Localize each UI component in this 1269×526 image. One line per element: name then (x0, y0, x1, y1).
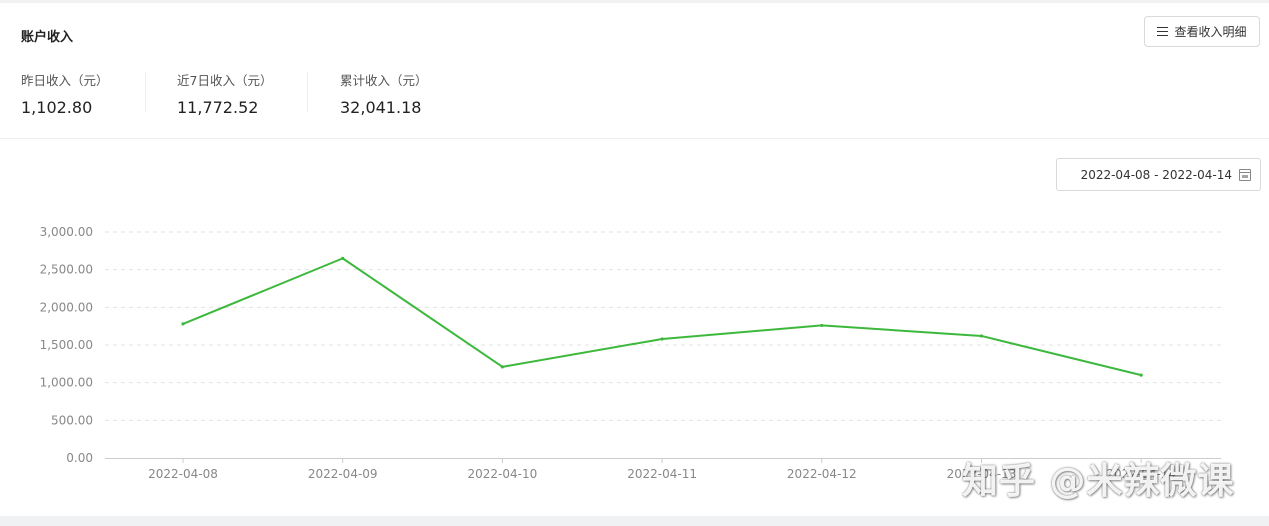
stat-total-value: 32,041.18 (340, 98, 422, 117)
data-point (500, 365, 504, 369)
y-tick-label: 3,000.00 (40, 225, 93, 239)
data-point (181, 322, 185, 326)
stat-last-7-days-label: 近7日收入（元） (177, 73, 273, 88)
calendar-icon (1239, 168, 1251, 181)
stat-total-label: 累计收入（元） (340, 73, 428, 88)
stat-divider (307, 72, 308, 112)
y-tick-label: 1,500.00 (40, 338, 93, 352)
y-tick-label: 1,000.00 (40, 376, 93, 390)
income-card (0, 3, 1269, 516)
view-income-detail-button[interactable]: 查看收入明细 (1144, 16, 1260, 47)
view-income-detail-label: 查看收入明细 (1174, 25, 1247, 39)
stat-total: 累计收入（元） 32,041.18 (340, 70, 428, 117)
x-tick-label: 2022-04-11 (627, 467, 697, 481)
stat-last-7-days-value: 11,772.52 (177, 98, 259, 117)
list-icon (1157, 26, 1169, 37)
data-point (820, 323, 824, 328)
stat-last-7-days: 近7日收入（元） 11,772.52 (177, 70, 272, 117)
x-tick-label: 2022-04-08 (148, 467, 218, 481)
date-range-picker[interactable]: 2022-04-08 - 2022-04-14 (1056, 158, 1261, 191)
y-tick-label: 2,000.00 (40, 300, 93, 314)
y-tick-label: 500.00 (51, 413, 93, 427)
section-divider (0, 138, 1269, 139)
data-point (1139, 373, 1143, 377)
data-point (979, 334, 984, 338)
stat-yesterday: 昨日收入（元） 1,102.80 (21, 70, 109, 117)
stat-yesterday-label: 昨日收入（元） (21, 73, 109, 88)
x-tick-label: 2022-04-12 (787, 467, 857, 481)
date-range-value: 2022-04-08 - 2022-04-14 (1080, 167, 1232, 182)
stat-yesterday-value: 1,102.80 (21, 98, 93, 117)
y-tick-label: 0.00 (66, 451, 93, 465)
page-title: 账户收入 (21, 30, 74, 45)
series-line (182, 257, 1142, 377)
y-tick-label: 2,500.00 (40, 263, 93, 277)
x-tick-label: 2022-04-09 (308, 467, 378, 481)
x-tick-label: 2022-04-13 (947, 467, 1017, 481)
x-tick-label: 2022-04-10 (468, 467, 538, 481)
data-point (660, 337, 664, 341)
data-point (341, 256, 345, 260)
stat-divider (145, 72, 146, 112)
watermark: 知乎 @米辣微课 (962, 461, 1235, 502)
x-tick-label: 2022-04-14 (1106, 467, 1176, 481)
